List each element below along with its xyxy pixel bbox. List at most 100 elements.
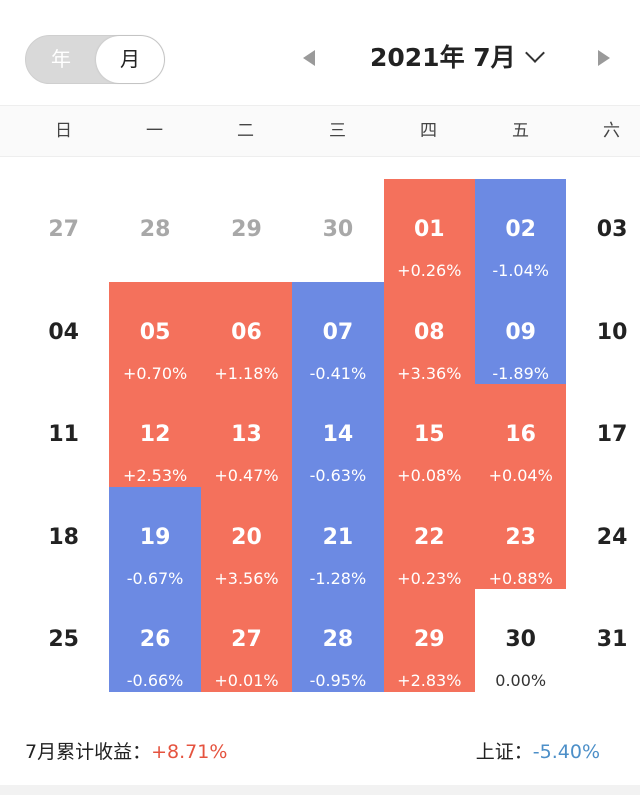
calendar-day-cell[interactable]: 02 -1.04% [475, 179, 567, 282]
calendar-day-cell[interactable]: 27 [18, 179, 109, 282]
summary-footer: 7月累计收益：+8.71% 上证：-5.40% [0, 725, 640, 775]
calendar-day-cell[interactable]: 20 +3.56% [200, 486, 293, 590]
calendar-day-cell[interactable]: 11 [18, 384, 109, 487]
daily-return: +0.08% [397, 466, 462, 486]
daily-return: +0.23% [397, 568, 462, 588]
day-number: 17 [596, 422, 628, 448]
calendar-day-cell[interactable]: 30 [292, 179, 383, 282]
calendar-day-cell[interactable]: 15 +0.08% [383, 384, 475, 487]
month-title[interactable]: 2021年 7月 [370, 43, 516, 72]
daily-return: -1.89% [492, 363, 549, 383]
calendar-day-cell[interactable]: 31 [566, 589, 640, 692]
calendar-day-cell[interactable]: 17 [566, 384, 640, 487]
calendar-day-cell[interactable]: 13 +0.47% [200, 384, 293, 487]
calendar-day-cell[interactable]: 29 +2.83% [383, 589, 475, 692]
day-number: 03 [596, 217, 628, 242]
daily-return: +2.83% [397, 671, 462, 691]
day-number: 16 [505, 422, 536, 448]
day-number: 27 [231, 627, 262, 653]
weekday-fri: 五 [512, 121, 529, 141]
daily-return: +0.47% [214, 466, 279, 486]
weekday-wed: 三 [329, 121, 346, 141]
day-number: 31 [596, 627, 628, 653]
weekday-mon: 一 [146, 121, 163, 141]
daily-return: +1.18% [214, 363, 279, 383]
cumulative-return-value: +8.71% [151, 741, 228, 763]
calendar-day-cell[interactable]: 21 -1.28% [292, 486, 384, 590]
calendar-day-cell[interactable]: 08 +3.36% [383, 281, 475, 385]
calendar-day-cell[interactable]: 16 +0.04% [475, 384, 567, 487]
day-number: 12 [139, 422, 171, 448]
calendar-day-cell[interactable]: 18 [18, 487, 109, 590]
calendar-day-cell[interactable]: 26 -0.66% [109, 589, 201, 692]
calendar-day-cell[interactable]: 09 -1.89% [475, 281, 567, 385]
calendar-header: 年 月 2021年 7月 [0, 0, 640, 105]
daily-return: -1.28% [309, 568, 367, 588]
next-month-arrow-icon[interactable] [598, 50, 610, 66]
calendar-day-cell[interactable]: 03 [566, 179, 640, 282]
daily-return: +0.70% [122, 363, 188, 383]
toggle-year-option[interactable]: 年 [51, 47, 71, 71]
prev-month-arrow-icon[interactable] [303, 50, 315, 66]
daily-return: +3.36% [397, 363, 462, 383]
calendar-day-cell[interactable]: 19 -0.67% [109, 486, 201, 590]
calendar-day-cell[interactable]: 22 +0.23% [383, 486, 475, 590]
chevron-down-icon[interactable] [525, 43, 545, 63]
calendar-day-cell[interactable]: 05 +0.70% [109, 281, 201, 385]
day-number: 20 [231, 524, 262, 550]
index-return-value: -5.40% [532, 741, 600, 763]
day-number: 14 [322, 422, 354, 448]
day-number: 30 [322, 217, 354, 242]
day-number: 18 [48, 524, 79, 550]
calendar-day-cell[interactable]: 24 [566, 487, 640, 590]
daily-return: -1.04% [492, 261, 549, 280]
day-number: 04 [48, 319, 79, 345]
daily-return: -0.66% [126, 671, 184, 691]
calendar-day-cell[interactable]: 04 [18, 282, 109, 385]
calendar-day-cell[interactable]: 30 0.00% [475, 589, 566, 692]
day-number: 13 [231, 422, 262, 448]
calendar-day-cell[interactable]: 14 -0.63% [292, 384, 384, 487]
calendar-day-cell[interactable]: 06 +1.18% [200, 281, 293, 385]
daily-return: +0.04% [488, 466, 553, 486]
day-number: 15 [413, 422, 445, 448]
day-number: 02 [505, 217, 536, 242]
daily-return: -0.67% [126, 568, 184, 588]
day-number: 19 [139, 524, 171, 550]
daily-return: -0.95% [309, 671, 367, 691]
day-number: 01 [413, 217, 445, 242]
calendar-day-cell[interactable]: 12 +2.53% [109, 384, 201, 487]
day-number: 29 [231, 217, 262, 242]
calendar-day-cell[interactable]: 25 [18, 589, 109, 692]
day-number: 10 [596, 319, 628, 345]
daily-return: +3.56% [214, 568, 279, 588]
day-number: 11 [48, 422, 79, 448]
daily-return: +0.88% [488, 568, 553, 588]
day-number: 28 [139, 217, 171, 242]
weekday-header-row: 日 一 二 三 四 五 六 [0, 105, 640, 157]
day-number: 22 [413, 524, 445, 550]
calendar-day-cell[interactable]: 07 -0.41% [292, 281, 384, 385]
calendar-day-cell[interactable]: 10 [566, 282, 640, 385]
day-number: 30 [505, 627, 536, 653]
day-number: 09 [505, 319, 536, 345]
calendar-day-cell[interactable]: 28 [109, 179, 200, 282]
weekday-sun: 日 [55, 121, 72, 141]
daily-return: -0.41% [309, 363, 367, 383]
index-return-label: 上证： [475, 741, 533, 763]
day-number: 24 [596, 524, 628, 550]
weekday-sat: 六 [603, 121, 620, 141]
year-month-toggle[interactable]: 年 月 [25, 35, 165, 84]
daily-return: +0.26% [397, 261, 462, 280]
calendar-day-cell[interactable]: 28 -0.95% [292, 589, 384, 692]
day-number: 26 [139, 627, 171, 653]
calendar-day-cell[interactable]: 23 +0.88% [475, 486, 567, 590]
shanghai-index-return: 上证：-5.40% [476, 737, 600, 764]
day-number: 05 [139, 319, 171, 345]
calendar-day-cell[interactable]: 29 [201, 179, 292, 282]
toggle-month-option[interactable]: 月 [96, 36, 164, 83]
cumulative-return-label: 7月累计收益： [25, 741, 152, 763]
calendar-day-cell[interactable]: 27 +0.01% [200, 589, 293, 692]
day-number: 27 [48, 217, 79, 242]
calendar-day-cell[interactable]: 01 +0.26% [383, 179, 475, 282]
